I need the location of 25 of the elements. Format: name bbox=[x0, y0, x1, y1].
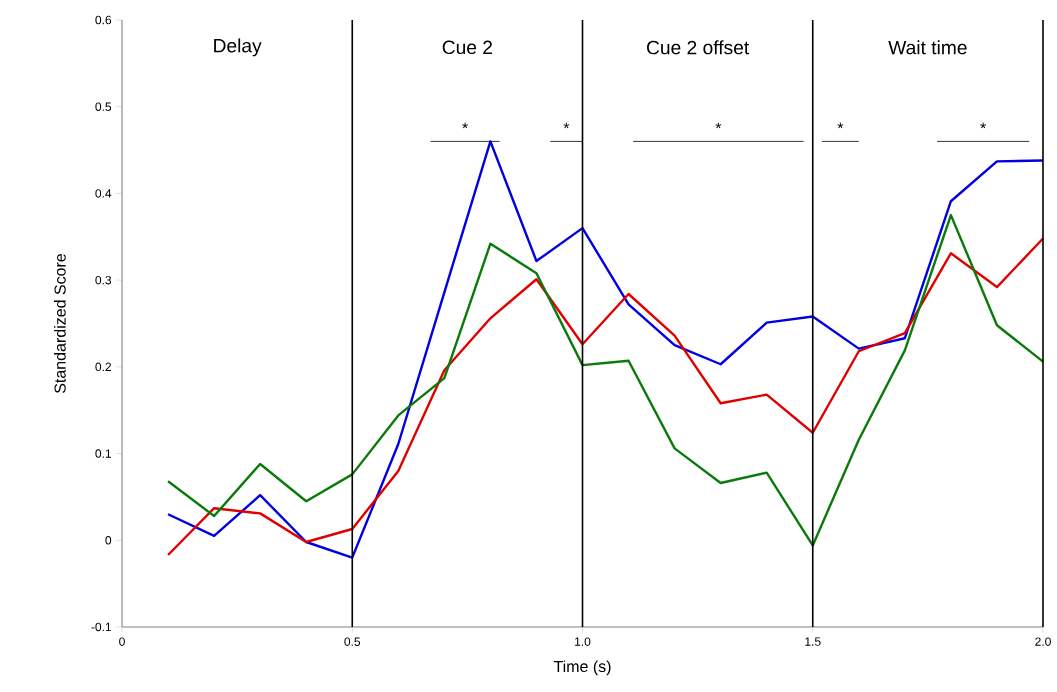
x-axis-title: Time (s) bbox=[553, 660, 611, 676]
y-tick-label: -0.1 bbox=[91, 622, 112, 632]
y-tick-label: 0.3 bbox=[95, 275, 112, 285]
annotation: * bbox=[563, 122, 570, 129]
x-tick-label: 0 bbox=[119, 637, 125, 646]
x-tick-label: 1.0 bbox=[575, 637, 591, 646]
y-tick-label: 0 bbox=[105, 536, 112, 545]
annotation: * bbox=[715, 122, 722, 129]
y-tick-label: 0.2 bbox=[95, 362, 111, 372]
y-tick-label: 0.1 bbox=[95, 449, 112, 458]
line-series bbox=[166, 140, 1045, 559]
annotation: Delay bbox=[214, 38, 262, 57]
y-axis-title: Standardized Score bbox=[54, 253, 66, 394]
x-tick-label: 1.5 bbox=[805, 637, 821, 646]
annotation: * bbox=[462, 122, 468, 129]
y-tick-label: 0.4 bbox=[95, 189, 112, 198]
annotation: * bbox=[980, 122, 986, 129]
annotation: Cue 2 offset bbox=[647, 40, 750, 55]
annotation: Cue 2 bbox=[442, 40, 492, 55]
annotation: * bbox=[837, 122, 844, 129]
annotation: Wait time bbox=[888, 40, 967, 55]
x-tick-label: 0.5 bbox=[344, 637, 361, 646]
y-tick-label: 0.5 bbox=[95, 102, 112, 111]
y-tick-label: 0.6 bbox=[95, 15, 112, 25]
x-tick-label: 2.0 bbox=[1035, 637, 1051, 646]
